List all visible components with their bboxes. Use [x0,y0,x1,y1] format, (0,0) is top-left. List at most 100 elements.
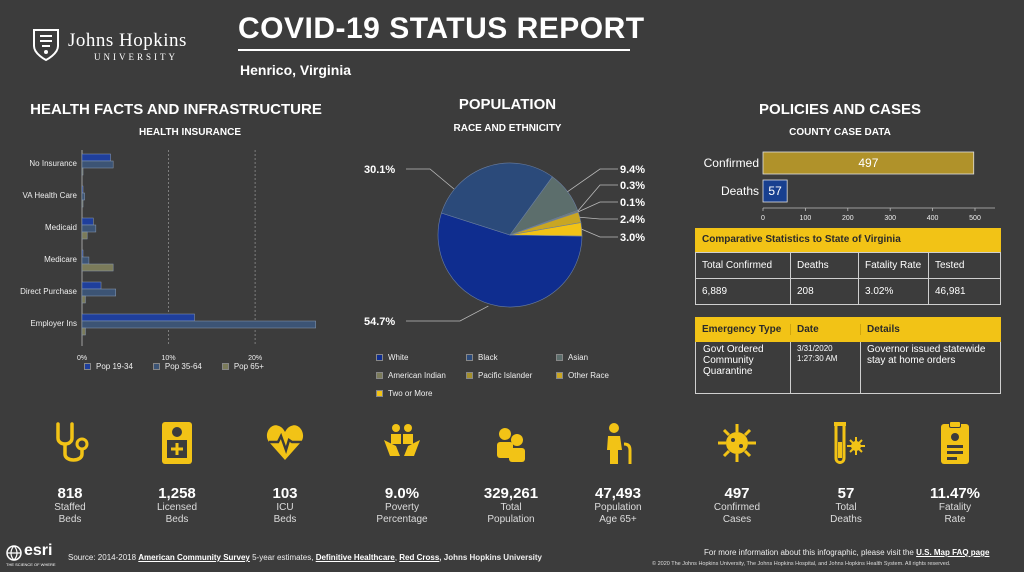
case-bar-confirmed [762,151,975,175]
stat-label: Population [487,514,535,525]
source-link-dh[interactable]: Definitive Healthcare [315,553,395,562]
legend-label: Pacific Islander [478,371,533,380]
jhu-shield-icon [33,29,59,62]
emergency-type: Govt Ordered Community Quarantine [696,342,791,393]
esri-logo[interactable]: esri THE SCIENCE OF WHERE [6,542,60,570]
legend-label: Two or More [388,389,433,398]
bar-pop-19-34 [81,281,102,290]
stat-label: Staffed [54,502,86,513]
elderly-icon [607,423,632,464]
location-label: Henrico, Virginia [240,62,351,78]
legend-swatch [84,363,91,370]
stat-value: 329,261 [483,485,539,502]
health-insurance-svg: No Insurance VA Health Care Medicaid Medica… [20,150,316,362]
bar-pop-19-34 [81,249,84,258]
stat-label: Cases [722,514,752,525]
label-leader-white [406,305,489,322]
source-note: Source: 2014-2018 American Community Sur… [68,553,542,562]
label-leader-american-indian [577,184,618,212]
x-tick-label: 20% [248,355,262,362]
x-tick-label: 200 [842,215,854,222]
case-value-label: 57 [768,184,782,198]
legend-two-or-more: Two or More [376,389,466,398]
page-title: COVID-19 STATUS REPORT [238,12,645,45]
legend-label: White [388,353,409,362]
source-comma: , [394,553,400,562]
category-label: Employer Ins [30,319,77,328]
esri-tagline: THE SCIENCE OF WHERE [6,562,56,567]
population-heading: POPULATION [458,96,557,113]
stat-poverty: 9.0% Poverty Percentage [352,420,452,526]
jhu-logo[interactable]: Johns Hopkins UNIVERSITY [32,28,207,64]
stat-label: Percentage [376,514,428,525]
virus-icon [718,424,756,462]
stat-value: 497 [724,485,750,502]
stat-label: Beds [165,514,189,525]
legend-label: Pop 19-34 [96,362,133,371]
legend-label: American Indian [388,371,446,380]
comparative-title: Comparative Statistics to State of Virgi… [695,228,1001,252]
table-header: Tested [928,252,1001,279]
legend-swatch [466,372,473,379]
esri-name: esri [24,542,53,559]
health-insurance-chart: No Insurance VA Health Care Medicaid Medica… [0,140,330,380]
source-link-redcross[interactable]: Red Cross [399,553,440,562]
table-cell: 46,981 [928,278,1001,305]
category-label: VA Health Care [22,191,77,200]
table-cell: 208 [790,278,859,305]
legend-swatch [376,390,383,397]
legend-swatch [556,354,563,361]
bar-pop-35-64 [81,160,114,169]
test-tube-icon [834,422,865,464]
stat-population-65: 47,493 Population Age 65+ [568,420,668,526]
legend-swatch [376,354,383,361]
category-label: Medicare [44,255,77,264]
health-subheading: HEALTH INSURANCE [138,127,242,138]
stat-confirmed-cases: 497 Confirmed Cases [687,420,787,526]
label-leader-pacific-islander [578,201,618,213]
stat-label: Deaths [830,514,862,525]
pie-slice-white [437,212,583,308]
stethoscope-icon [56,422,89,462]
x-tick-label: 0 [761,215,765,222]
stat-label: Fatality [938,502,972,513]
stat-staffed-beds: 818 Staffed Beds [20,420,120,526]
population-pie-chart: 54.7% 30.1% 9.4% 0.3% 0.1% 2.4% 3.0% [340,145,680,345]
stat-total-deaths: 57 Total Deaths [796,420,896,526]
faq-link[interactable]: U.S. Map FAQ page [916,548,990,557]
jhu-logo-name: Johns Hopkins [68,30,187,51]
stat-value: 11.47% [929,485,981,502]
table-header: Fatality Rate [858,252,929,279]
more-info: For more information about this infograp… [704,548,989,557]
legend-asian: Asian [556,353,646,362]
x-tick-label: 300 [884,215,896,222]
source-link-acs[interactable]: American Community Survey [138,553,250,562]
emergency-details: Governor issued statewide stay at home o… [867,344,986,366]
bar-pop-65- [81,263,114,272]
table-row: 6,889 208 3.02% 46,981 [695,278,1001,305]
stat-label: Poverty [385,502,419,513]
comparative-table: Total Confirmed Deaths Fatality Rate Tes… [695,252,1001,305]
legend-swatch [376,372,383,379]
emergency-table: Emergency Type Date Details Govt Ordered… [695,317,1001,394]
stat-label: Licensed [156,502,198,513]
label-other-race: 2.4% [620,214,645,226]
table-header: Deaths [790,252,859,279]
bar-pop-65- [81,199,84,208]
category-label: Medicaid [45,223,77,232]
legend-swatch [466,354,473,361]
case-category-label: Deaths [721,184,759,198]
stat-label: Total [500,502,522,513]
globe-icon [6,545,22,561]
category-label: No Insurance [29,159,77,168]
stat-label: Beds [273,514,297,525]
stat-value: 57 [837,485,855,502]
hospital-bed-icon [162,422,192,464]
bar-pop-65- [81,167,84,176]
legend-label: Black [478,353,498,362]
stat-licensed-beds: 1,258 Licensed Beds [127,420,227,526]
bar-pop-19-34 [81,153,111,162]
x-tick-label: 500 [969,215,981,222]
clipboard-icon [941,421,969,464]
policies-subheading: COUNTY CASE DATA [789,127,891,138]
